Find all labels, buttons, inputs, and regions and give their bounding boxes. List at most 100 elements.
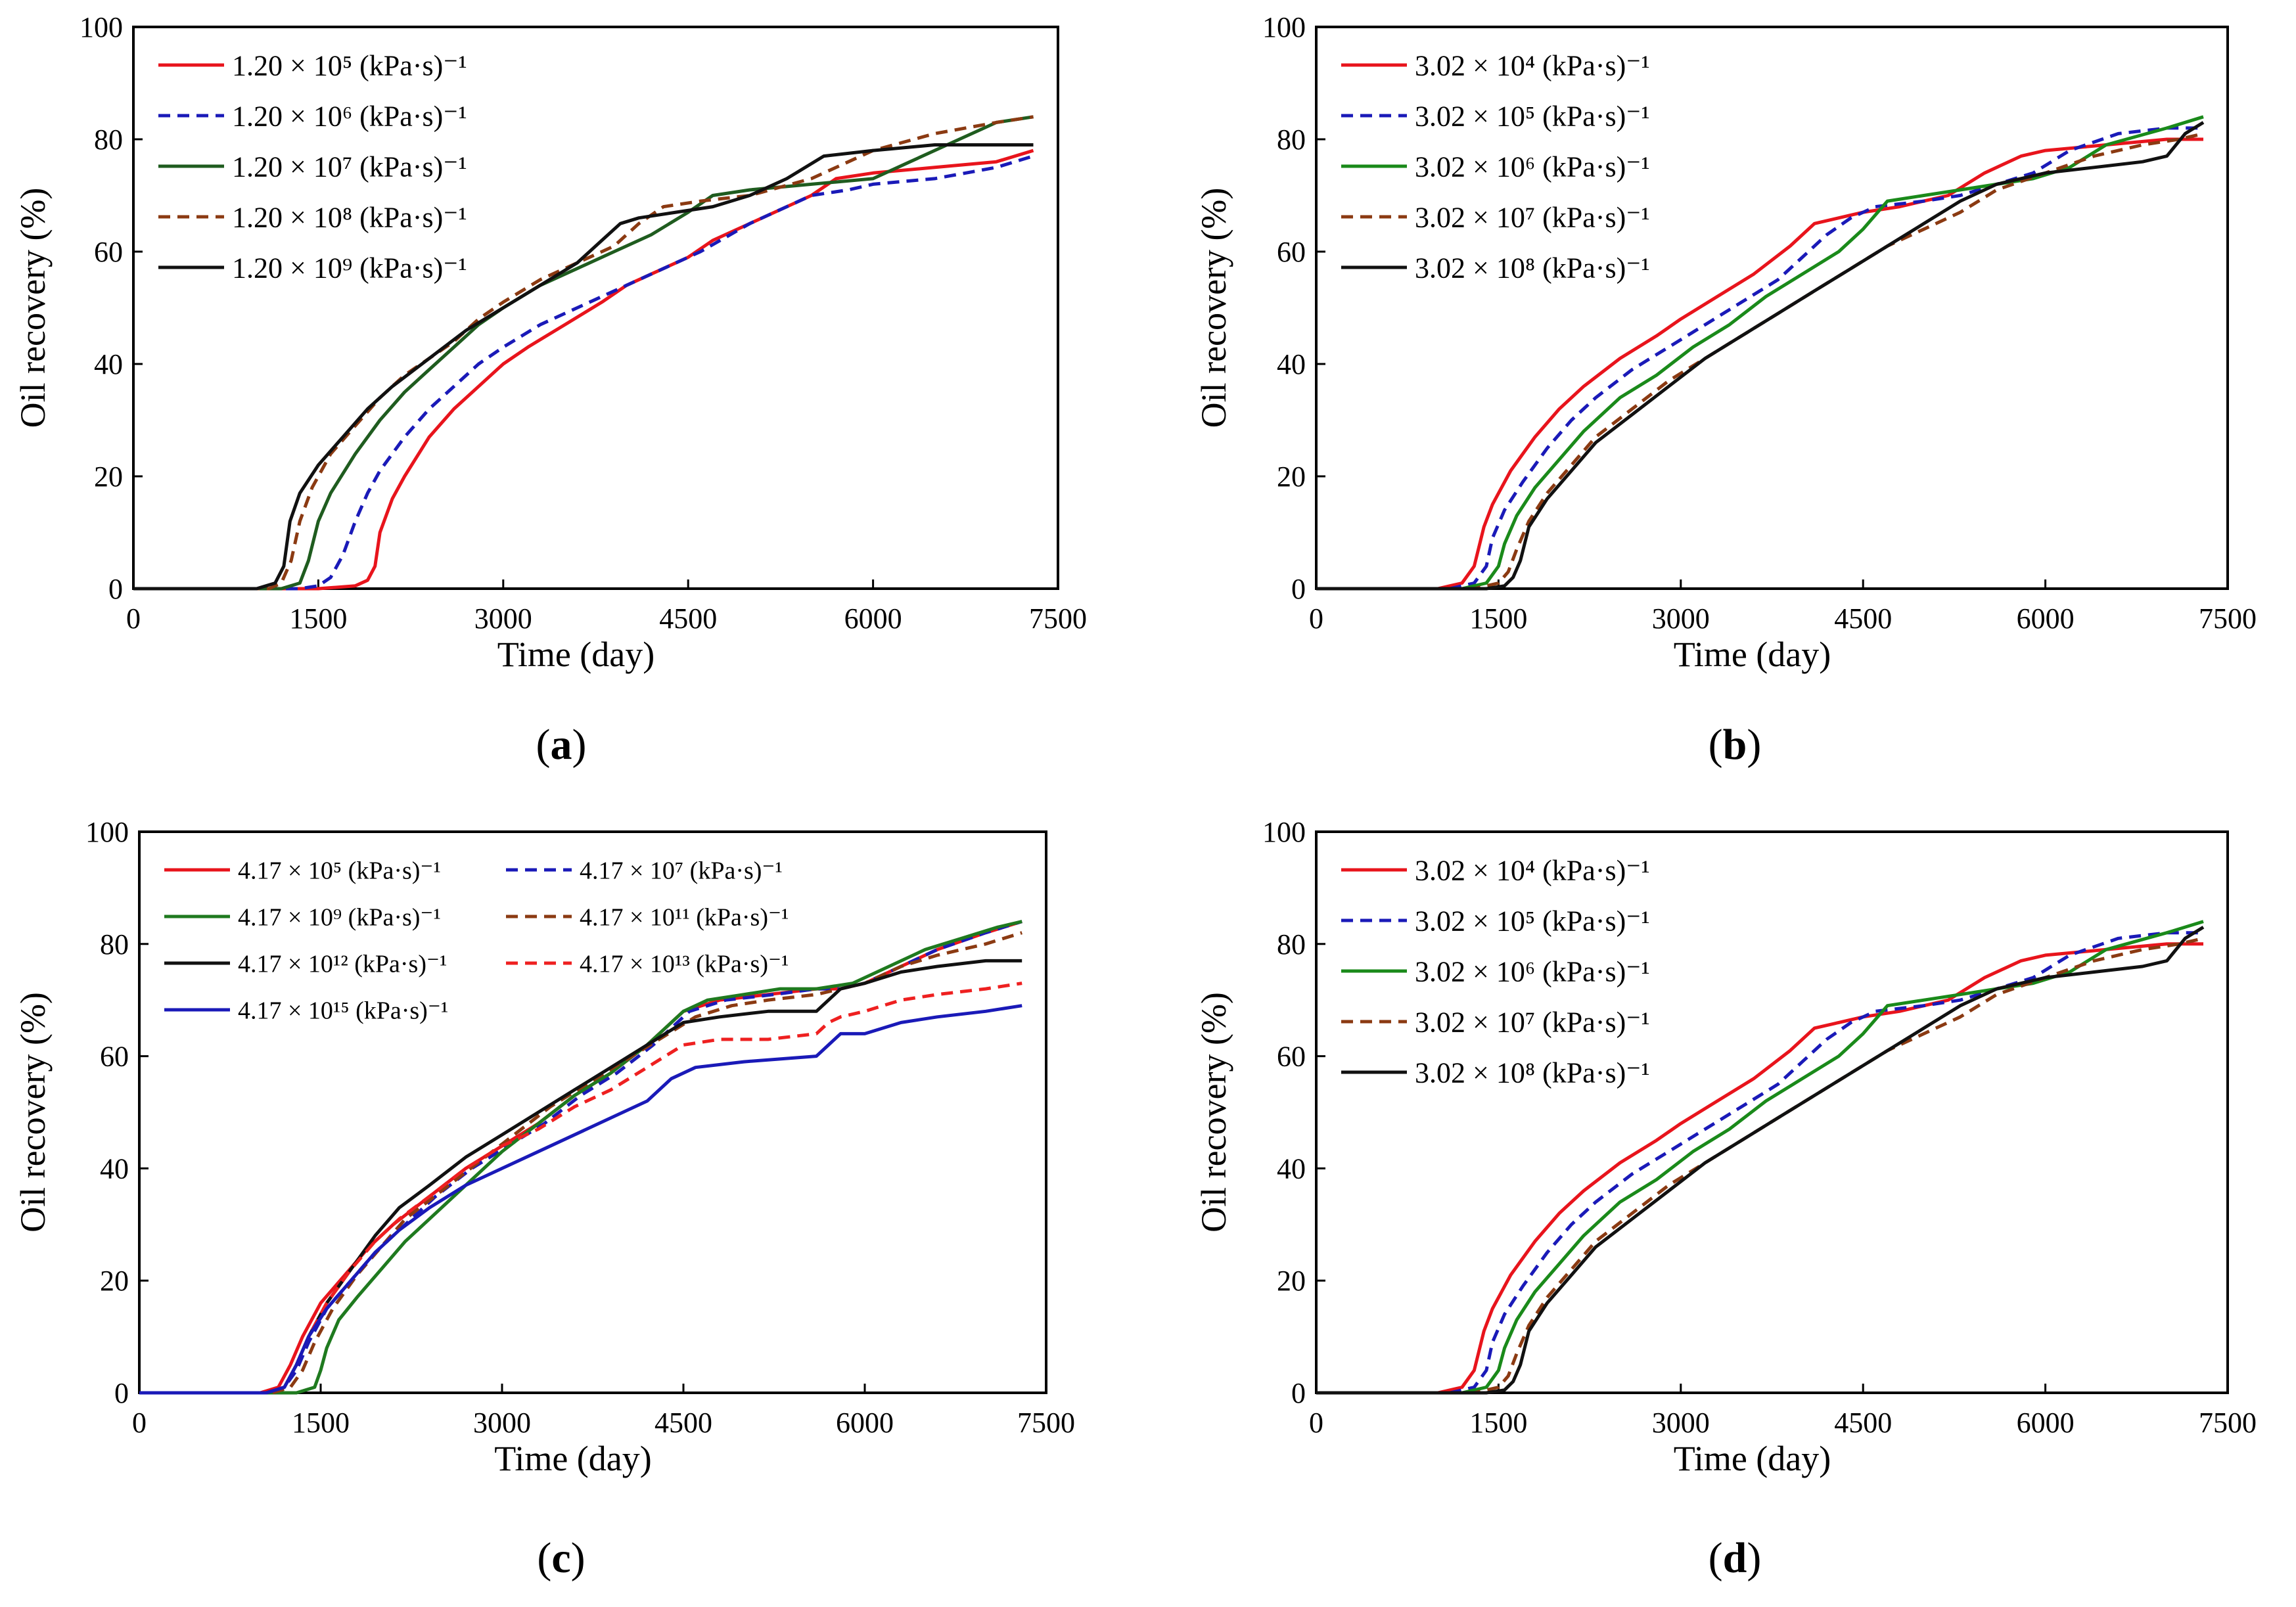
legend-label-5: 1.20 × 10⁹ (kPa·s)⁻¹ — [232, 252, 467, 284]
series-line-1 — [1316, 942, 2203, 1395]
x-axis-label: Time (day) — [1674, 1439, 1831, 1478]
series-line-1 — [139, 920, 1022, 1395]
legend-label-1: 3.02 × 10⁴ (kPa·s)⁻¹ — [1415, 854, 1650, 886]
legend-label-3: 3.02 × 10⁶ (kPa·s)⁻¹ — [1415, 955, 1650, 987]
x-tick-label: 6000 — [2017, 1407, 2075, 1439]
x-tick-label: 7500 — [1029, 602, 1087, 635]
series-line-5 — [1316, 121, 2205, 591]
y-tick-label: 100 — [80, 11, 123, 43]
caption-open: ( — [537, 1534, 551, 1582]
y-axis-label: Oil recovery (%) — [13, 992, 53, 1233]
x-tick-label: 0 — [1309, 1407, 1323, 1439]
legend-label-6: 4.17 × 10¹³ (kPa·s)⁻¹ — [580, 950, 789, 978]
x-tick-label: 0 — [1309, 602, 1323, 635]
x-tick-label: 1500 — [289, 602, 347, 635]
legend-label-4: 3.02 × 10⁷ (kPa·s)⁻¹ — [1415, 201, 1650, 233]
y-tick-label: 60 — [94, 236, 123, 268]
y-tick-label: 60 — [1277, 1041, 1306, 1073]
y-tick-label: 0 — [114, 1377, 129, 1409]
series-line-2 — [1316, 126, 2203, 591]
x-tick-label: 3000 — [1652, 1407, 1710, 1439]
y-tick-label: 100 — [1262, 816, 1306, 848]
y-tick-label: 0 — [1291, 1377, 1306, 1409]
x-tick-label: 0 — [126, 602, 141, 635]
series-line-5 — [1316, 926, 2205, 1395]
y-axis-label: Oil recovery (%) — [13, 188, 53, 428]
legend: 4.17 × 10⁵ (kPa·s)⁻¹ 4.17 × 10⁷ (kPa·s)⁻¹… — [164, 857, 789, 1024]
y-tick-label: 20 — [100, 1265, 129, 1297]
legend: 1.20 × 10⁵ (kPa·s)⁻¹ 1.20 × 10⁶ (kPa·s)⁻¹… — [158, 49, 467, 284]
legend-label-3: 1.20 × 10⁷ (kPa·s)⁻¹ — [232, 150, 467, 183]
panel-caption: (a) — [536, 721, 587, 769]
legend-label-7: 4.17 × 10¹⁵ (kPa·s)⁻¹ — [238, 997, 448, 1024]
plot-frame — [1315, 26, 2229, 590]
legend-label-1: 1.20 × 10⁵ (kPa·s)⁻¹ — [232, 49, 467, 81]
y-tick-label: 100 — [1262, 11, 1306, 43]
series-line-3 — [139, 920, 1022, 1395]
legend-label-3: 3.02 × 10⁶ (kPa·s)⁻¹ — [1415, 150, 1650, 183]
y-tick-label: 60 — [1277, 236, 1306, 268]
caption-open: ( — [1709, 1534, 1723, 1582]
legend-label-5: 3.02 × 10⁸ (kPa·s)⁻¹ — [1415, 1056, 1650, 1089]
series-line-6 — [139, 982, 1022, 1395]
chart-panel-a: 0 20 40 60 80 100 0 1500 3000 4500 6000 7500 Time (d… — [13, 11, 1087, 769]
y-tick-label: 80 — [100, 928, 129, 961]
caption-open: ( — [1709, 721, 1723, 769]
y-tick-label: 40 — [94, 348, 123, 380]
y-tick-label: 100 — [85, 816, 129, 848]
y-tick-label: 60 — [100, 1041, 129, 1073]
legend-label-2: 4.17 × 10⁷ (kPa·s)⁻¹ — [580, 857, 783, 884]
legend-label-5: 4.17 × 10¹² (kPa·s)⁻¹ — [238, 950, 447, 978]
chart-panel-d: 0 20 40 60 80 100 0 1500 3000 4500 6000 7500 Time (d… — [1194, 816, 2257, 1582]
legend: 3.02 × 10⁴ (kPa·s)⁻¹ 3.02 × 10⁵ (kPa·s)⁻¹… — [1341, 49, 1650, 284]
legend-label-2: 3.02 × 10⁵ (kPa·s)⁻¹ — [1415, 905, 1650, 937]
caption-letter: b — [1723, 721, 1747, 769]
y-tick-label: 80 — [1277, 928, 1306, 961]
y-axis-label: Oil recovery (%) — [1194, 992, 1233, 1233]
caption-close: ) — [1747, 721, 1761, 769]
panel-caption: (b) — [1709, 721, 1762, 769]
series-line-5 — [133, 143, 1034, 591]
series-line-3 — [133, 115, 1034, 591]
legend-label-1: 4.17 × 10⁵ (kPa·s)⁻¹ — [238, 857, 441, 884]
y-tick-label: 20 — [94, 461, 123, 493]
caption-open: ( — [536, 721, 551, 769]
plot-frame — [138, 830, 1047, 1394]
series-line-3 — [1316, 115, 2204, 591]
y-tick-label: 0 — [108, 573, 123, 605]
legend-label-3: 4.17 × 10⁹ (kPa·s)⁻¹ — [238, 903, 441, 931]
y-tick-label: 40 — [100, 1152, 129, 1185]
caption-letter: d — [1723, 1534, 1747, 1582]
x-axis-label: Time (day) — [497, 635, 655, 674]
plot-frame — [1315, 830, 2229, 1394]
legend-label-2: 3.02 × 10⁵ (kPa·s)⁻¹ — [1415, 100, 1650, 132]
series-line-2 — [139, 920, 1022, 1395]
x-tick-label: 0 — [132, 1407, 147, 1439]
caption-letter: a — [551, 721, 572, 769]
x-tick-label: 4500 — [1834, 1407, 1892, 1439]
caption-close: ) — [572, 721, 587, 769]
caption-close: ) — [571, 1534, 585, 1582]
y-tick-label: 0 — [1291, 573, 1306, 605]
x-tick-label: 3000 — [473, 1407, 531, 1439]
x-tick-label: 1500 — [1469, 602, 1527, 635]
y-tick-label: 80 — [1277, 124, 1306, 156]
panel-caption: (d) — [1709, 1534, 1762, 1582]
x-axis-label: Time (day) — [1674, 635, 1831, 674]
legend-label-5: 3.02 × 10⁸ (kPa·s)⁻¹ — [1415, 252, 1650, 284]
legend: 3.02 × 10⁴ (kPa·s)⁻¹ 3.02 × 10⁵ (kPa·s)⁻¹… — [1341, 854, 1650, 1089]
caption-close: ) — [1747, 1534, 1761, 1582]
panel-caption: (c) — [537, 1534, 585, 1582]
chart-panel-b: 0 20 40 60 80 100 0 1500 3000 4500 6000 7500 Time (d… — [1194, 11, 2257, 769]
legend-label-4: 3.02 × 10⁷ (kPa·s)⁻¹ — [1415, 1006, 1650, 1038]
y-tick-label: 80 — [94, 124, 123, 156]
series-line-1 — [1316, 137, 2203, 591]
y-tick-label: 20 — [1277, 1265, 1306, 1297]
legend-label-4: 4.17 × 10¹¹ (kPa·s)⁻¹ — [580, 903, 789, 931]
series-line-3 — [1316, 920, 2204, 1395]
x-tick-label: 4500 — [654, 1407, 712, 1439]
y-tick-label: 40 — [1277, 348, 1306, 380]
x-tick-label: 7500 — [2199, 602, 2257, 635]
y-axis-label: Oil recovery (%) — [1194, 188, 1233, 428]
